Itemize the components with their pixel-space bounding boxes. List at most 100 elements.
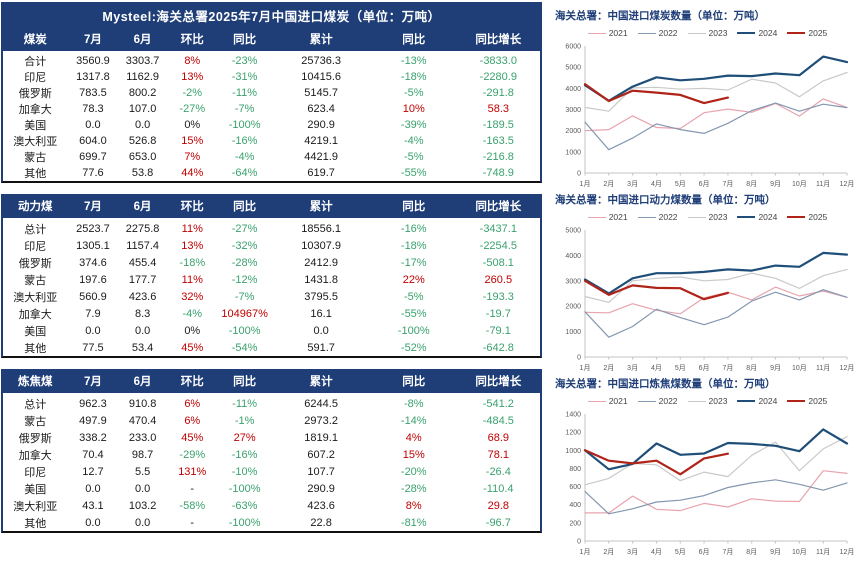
table-cell: 10415.6: [301, 71, 341, 83]
table-cell: 233.0: [128, 431, 157, 444]
table-cell: -100%: [228, 119, 261, 131]
legend-label: 2021: [608, 28, 628, 38]
table-cell: -52%: [400, 341, 427, 354]
column-header: 环比: [180, 201, 204, 213]
column-header: 累计: [309, 34, 333, 46]
legend-line-swatch: [737, 400, 756, 402]
table-cell: 58.3: [487, 103, 510, 115]
x-tick-label: 3月: [627, 364, 638, 372]
table-cell: 俄罗斯: [18, 432, 52, 445]
table-cell: -2280.9: [479, 71, 517, 83]
table-cell: 蒙古: [24, 152, 47, 164]
line-chart-canvas: 0 1000 2000 3000 4000 5000 1月 2月 3月 4月 5月 6月 7月 8月 9月 1…: [565, 228, 854, 373]
column-header: 同比增长: [475, 376, 522, 388]
legend-label: 2024: [758, 396, 778, 406]
table-cell: 15%: [181, 135, 204, 147]
table-cell: 11%: [181, 222, 203, 235]
table-cell: 美国: [24, 483, 47, 496]
series-line-2021: [584, 470, 848, 514]
x-tick-label: 3月: [627, 180, 638, 188]
table-cell: 13%: [181, 71, 204, 83]
x-tick-label: 5月: [675, 548, 686, 556]
table-cell: -16%: [400, 222, 427, 235]
table-cell: -20%: [400, 465, 427, 478]
table-cell: -11%: [232, 87, 258, 99]
table-cell: -100%: [228, 482, 261, 495]
table-row: 蒙古 699.7 653.0 7% -4% 4421.9 -5% -216.8: [3, 149, 540, 165]
x-tick-label: 1月: [580, 180, 591, 188]
x-tick-label: 8月: [746, 364, 757, 372]
column-header: 同比: [233, 34, 257, 46]
table-cell: -63%: [231, 499, 258, 512]
table-cell: -4%: [403, 135, 424, 147]
table-cell: 美国: [24, 120, 47, 132]
table-cell: -28%: [231, 256, 258, 269]
table-cell: 0%: [184, 324, 201, 337]
table-cell: 8%: [405, 499, 422, 512]
column-header: 环比: [180, 376, 204, 388]
x-tick-label: 7月: [722, 180, 733, 188]
table-cell: 107.0: [128, 103, 157, 115]
column-header: 同比: [233, 376, 257, 388]
legend-item: 2022: [637, 396, 678, 406]
legend-line-swatch: [587, 400, 606, 402]
table-cell: 1819.1: [304, 431, 338, 444]
table-cell: 印尼: [24, 72, 47, 84]
series-line-2023: [584, 268, 848, 304]
chart-title: 海关总署：中国进口炼焦煤数量（单位：万吨）: [555, 378, 776, 390]
table-cell: 0.0: [85, 119, 101, 131]
table-row: 澳大利亚 560.9 423.6 32% -7% 3795.5 -5% -193.3: [3, 288, 540, 305]
series-line-2021: [584, 98, 848, 132]
table-cell: 1162.9: [126, 71, 160, 83]
legend-label: 2024: [758, 28, 778, 38]
table-cell: -58%: [179, 499, 206, 512]
table-cell: 962.3: [79, 397, 107, 410]
table-cell: 蒙古: [24, 415, 47, 428]
table-cell: 0.0: [134, 324, 151, 337]
legend-label: 2021: [608, 212, 628, 222]
table-cell: 0.0: [134, 482, 151, 495]
table-row: 其他 0.0 0.0 - -100% 22.8 -81% -96.7: [3, 514, 540, 531]
column-header: 7月: [83, 376, 102, 388]
column-header: 炼焦煤: [17, 376, 53, 388]
table-cell: -484.5: [482, 414, 514, 427]
x-tick-label: 8月: [746, 548, 757, 556]
table-cell: 其他: [24, 342, 47, 355]
x-tick-label: 9月: [770, 180, 781, 188]
table-header-row: 炼焦煤 7月 6月 环比 同比 累计 同比 同比增长: [3, 369, 540, 395]
table-cell: 0.0: [85, 324, 101, 337]
table-cell: -642.8: [482, 341, 514, 354]
table-cell: -508.1: [482, 256, 514, 269]
table-cell: 加拿大: [18, 449, 52, 462]
table-cell: 澳大利亚: [13, 136, 58, 148]
table-cell: 78.3: [82, 103, 104, 115]
table-cell: 70.4: [82, 448, 104, 461]
y-tick-label: 600: [569, 484, 581, 491]
x-tick-label: 11月: [816, 548, 830, 556]
table-cell: 374.6: [79, 256, 107, 269]
table-cell: 0.0: [134, 516, 151, 529]
table-cell: 8.3: [134, 307, 151, 320]
x-tick-label: 4月: [651, 364, 662, 372]
table-cell: -1%: [234, 414, 255, 427]
table-cell: 澳大利亚: [13, 291, 58, 304]
table-cell: 910.8: [128, 397, 157, 410]
table-cell: 607.2: [307, 448, 335, 461]
x-tick-label: 4月: [651, 180, 662, 188]
legend-label: 2025: [808, 396, 828, 406]
table-cell: 22%: [402, 273, 425, 286]
table-coal-total: Mysteel:海关总署2025年7月中国进口煤炭（单位：万吨） 煤炭 7月 6月 环…: [1, 2, 542, 183]
table-cell: -748.9: [482, 167, 514, 179]
table-cell: 6%: [184, 397, 201, 410]
table-cell: -32%: [231, 239, 258, 252]
legend-label: 2023: [708, 396, 728, 406]
series-line-2025: [583, 82, 729, 105]
column-header: 累计: [309, 201, 333, 213]
x-tick-label: 11月: [816, 364, 830, 372]
table-cell: -3437.1: [479, 222, 517, 235]
x-tick-label: 10月: [792, 548, 807, 556]
table-cell: -27%: [179, 103, 206, 115]
table-cell: 18556.1: [301, 222, 341, 235]
table-coking-coal: 炼焦煤 7月 6月 环比 同比 累计 同比 同比增长 总计 962.3 910.8 6% -11% 624…: [1, 369, 542, 533]
